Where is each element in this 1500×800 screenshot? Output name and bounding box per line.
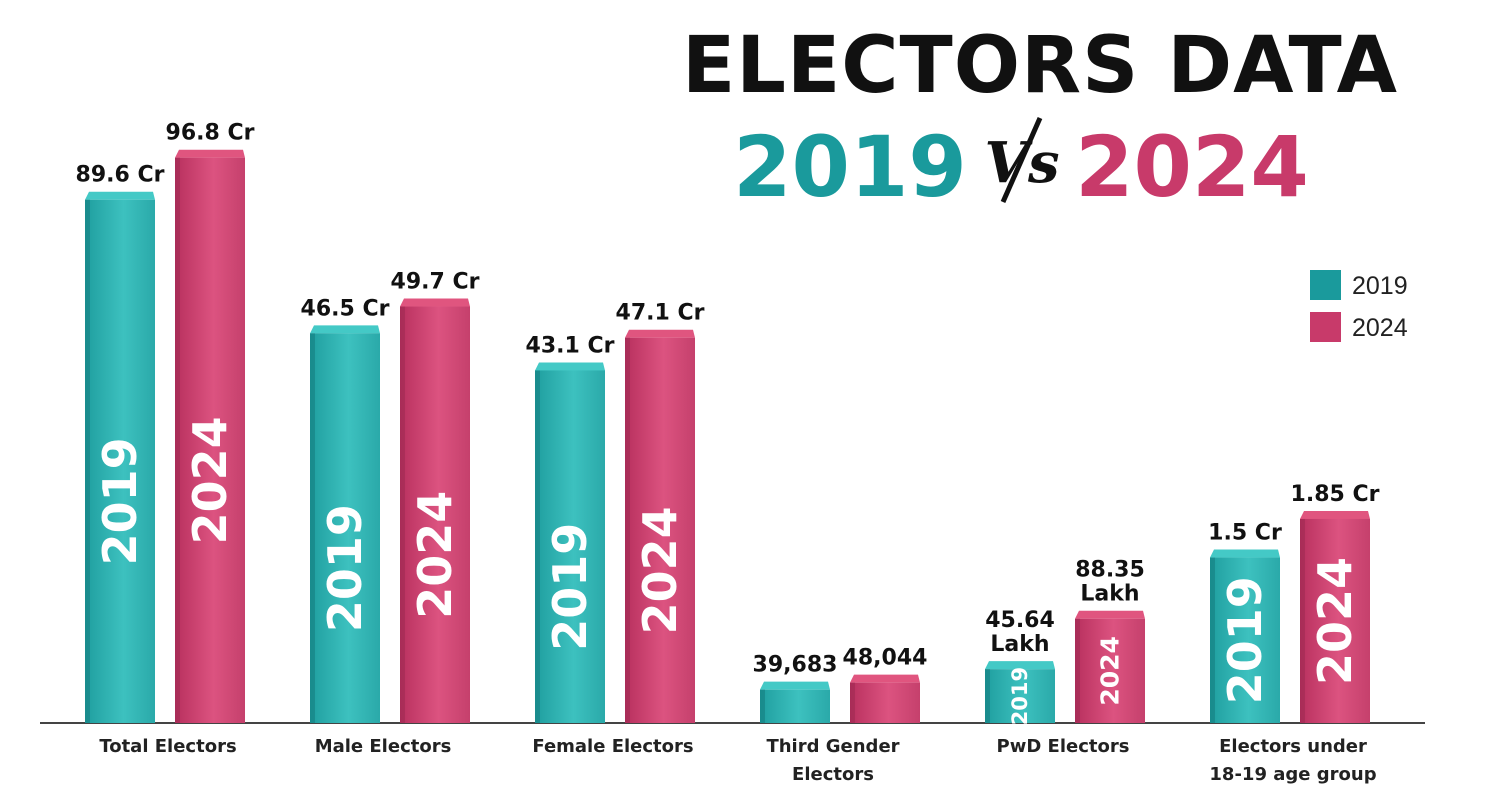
- bar-inner-year-label: 2024: [408, 491, 462, 619]
- bar-inner-year-label: 2024: [1096, 636, 1125, 706]
- bar-inner-year-label: 2019: [1218, 576, 1272, 704]
- value-label: 45.64: [985, 608, 1055, 633]
- bar-top-face: [85, 191, 155, 200]
- value-label: 49.7 Cr: [391, 270, 480, 295]
- bar-body: [1210, 557, 1280, 723]
- bar-edge: [310, 333, 315, 723]
- bar-2024-3: [850, 674, 920, 723]
- bar-top-face: [310, 325, 380, 334]
- bar-edge: [85, 199, 90, 724]
- bar-edge: [1210, 557, 1215, 723]
- bar-edge: [1075, 618, 1080, 723]
- value-label: 48,044: [843, 646, 928, 671]
- bar-top-face: [175, 149, 245, 158]
- value-label: 1.5 Cr: [1208, 521, 1282, 546]
- bar-body: [760, 689, 830, 723]
- value-label: 39,683: [753, 653, 838, 678]
- legend-label-2019: 2019: [1352, 272, 1408, 300]
- bar-body: [1075, 618, 1145, 723]
- bar-top-face: [850, 674, 920, 683]
- bar-inner-year-label: 2019: [318, 504, 372, 632]
- bar-top-face: [535, 362, 605, 371]
- bar-body: [85, 199, 155, 724]
- category-label: Third Gender: [766, 736, 899, 757]
- bar-body: [310, 333, 380, 723]
- category-label: Male Electors: [315, 736, 452, 757]
- value-label: 46.5 Cr: [301, 296, 390, 321]
- category-label: 18-19 age group: [1209, 764, 1376, 785]
- legend-label-2024: 2024: [1352, 314, 1408, 342]
- bar-edge: [850, 682, 855, 723]
- value-label: Lakh: [1080, 582, 1139, 607]
- bar-2019-3: [760, 681, 830, 723]
- value-label: 43.1 Cr: [526, 333, 615, 358]
- legend-swatch-2019: [1310, 270, 1341, 300]
- bar-2024-5: 2024: [1300, 510, 1370, 723]
- bar-inner-year-label: 2019: [543, 523, 597, 651]
- category-label: PwD Electors: [997, 736, 1130, 757]
- bar-2019-0: 2019: [85, 191, 155, 724]
- bar-edge: [625, 337, 630, 723]
- category-label: Electors under: [1219, 736, 1367, 757]
- bar-top-face: [1300, 510, 1370, 519]
- chart-title: ELECTORS DATA: [682, 21, 1398, 111]
- versus-icon: Vs: [985, 116, 1060, 204]
- bars-layer: 2019 89.6 Cr 2019 46.5 Cr 2019 43.1 Cr 39,683 2…: [76, 121, 1380, 785]
- bar-body: [400, 306, 470, 723]
- bar-2019-4: 2019: [985, 661, 1055, 725]
- bar-top-face: [985, 661, 1055, 670]
- bar-top-face: [400, 298, 470, 307]
- bar-body: [850, 682, 920, 723]
- legend-swatch-2024: [1310, 312, 1341, 342]
- value-label: Lakh: [990, 632, 1049, 657]
- value-label: 88.35: [1075, 558, 1145, 583]
- title-year-2019: 2019: [733, 118, 967, 216]
- bar-2024-1: 2024: [400, 298, 470, 723]
- bar-2019-1: 2019: [310, 325, 380, 723]
- category-label: Electors: [792, 764, 874, 785]
- bar-edge: [985, 669, 990, 723]
- bar-body: [985, 669, 1055, 723]
- title-year-2024: 2024: [1075, 118, 1309, 216]
- bar-top-face: [1210, 549, 1280, 558]
- bar-body: [175, 157, 245, 724]
- bar-2024-0: 2024: [175, 149, 245, 724]
- bar-2019-2: 2019: [535, 362, 605, 723]
- bar-inner-year-label: 2024: [1308, 557, 1362, 685]
- bar-edge: [760, 689, 765, 723]
- bar-edge: [400, 306, 405, 723]
- bar-top-face: [760, 681, 830, 690]
- bar-top-face: [1075, 610, 1145, 619]
- bar-inner-year-label: 2019: [1008, 667, 1032, 725]
- category-label: Total Electors: [99, 736, 236, 757]
- bar-inner-year-label: 2019: [93, 437, 147, 565]
- bar-2024-2: 2024: [625, 329, 695, 723]
- value-label: 96.8 Cr: [166, 121, 255, 146]
- bar-edge: [1300, 518, 1305, 723]
- bar-body: [535, 370, 605, 723]
- bar-2019-5: 2019: [1210, 549, 1280, 723]
- value-label: 47.1 Cr: [616, 301, 705, 326]
- bar-edge: [535, 370, 540, 723]
- value-label: 1.85 Cr: [1291, 482, 1380, 507]
- value-label: 89.6 Cr: [76, 163, 165, 188]
- category-label: Female Electors: [532, 736, 693, 757]
- versus-label: Vs: [985, 130, 1060, 196]
- bar-body: [625, 337, 695, 723]
- bar-top-face: [625, 329, 695, 338]
- chart-legend: 2019 2024: [1310, 270, 1408, 342]
- bar-inner-year-label: 2024: [183, 416, 237, 544]
- bar-2024-4: 2024: [1075, 610, 1145, 723]
- bar-inner-year-label: 2024: [633, 506, 687, 634]
- bar-edge: [175, 157, 180, 724]
- bar-body: [1300, 518, 1370, 723]
